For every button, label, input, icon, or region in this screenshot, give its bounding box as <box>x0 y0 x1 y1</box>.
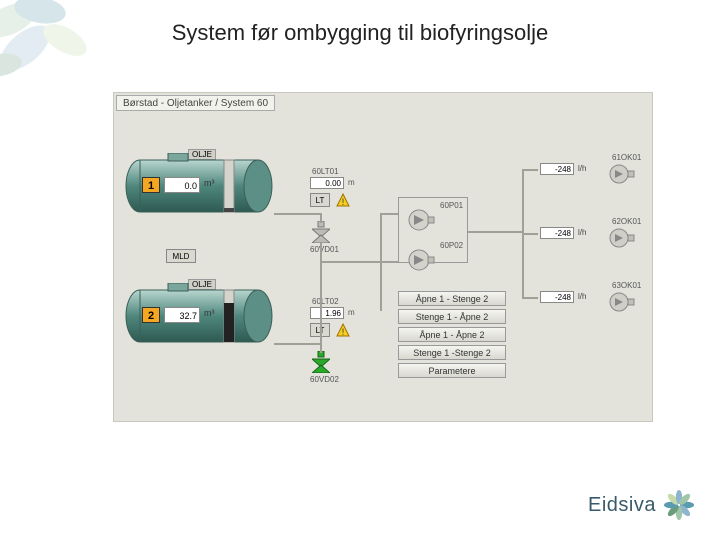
panel-header: Børstad - Oljetanker / System 60 <box>116 95 275 111</box>
ctrl-btn-1[interactable]: Åpne 1 - Stenge 2 <box>398 291 506 306</box>
flow-val-3: -248 <box>540 291 574 303</box>
pipe <box>380 213 398 215</box>
tank-1: OLJE 1 0.0 m³ <box>124 153 274 219</box>
ctrl-btn-3[interactable]: Åpne 1 - Åpne 2 <box>398 327 506 342</box>
svg-text:!: ! <box>342 197 345 207</box>
tank2-lt-val: 1.96 <box>310 307 344 319</box>
pipe <box>380 261 398 263</box>
pipe <box>320 243 322 261</box>
footer-logo: Eidsiva <box>588 488 696 522</box>
scada-panel: Børstad - Oljetanker / System 60 OLJE 1 … <box>113 92 653 422</box>
eidsiva-flower-icon <box>662 488 696 522</box>
tank2-value: 32.7 <box>164 307 200 323</box>
pipe <box>320 261 322 343</box>
valve-1[interactable] <box>312 221 330 243</box>
warning-icon-2: ! <box>336 323 350 337</box>
output-pump-2 <box>608 227 638 249</box>
meld-box[interactable]: MLD <box>166 249 196 263</box>
pipe <box>274 213 320 215</box>
flow-val-2: -248 <box>540 227 574 239</box>
tank1-unit: m³ <box>204 178 215 188</box>
valve1-id: 60VD01 <box>310 245 339 254</box>
pipe <box>522 297 538 299</box>
tank1-number: 1 <box>142 177 160 193</box>
pipe <box>320 343 322 353</box>
pipe <box>468 231 522 233</box>
footer-text: Eidsiva <box>588 494 656 517</box>
pump-1[interactable] <box>408 209 436 231</box>
flow-id-2: 62OK01 <box>612 217 641 226</box>
pump2-label: 60P02 <box>440 241 463 250</box>
flow-id-1: 61OK01 <box>612 153 641 162</box>
tank1-lt-val: 0.00 <box>310 177 344 189</box>
warning-icon-1: ! <box>336 193 350 207</box>
ctrl-btn-2[interactable]: Stenge 1 - Åpne 2 <box>398 309 506 324</box>
pipe <box>274 343 320 345</box>
tank1-lt-box: LT <box>310 193 330 207</box>
pump1-label: 60P01 <box>440 201 463 210</box>
flow-val-1: -248 <box>540 163 574 175</box>
flow-unit-2: l/h <box>578 228 586 237</box>
tank2-unit: m³ <box>204 308 215 318</box>
pump-2[interactable] <box>408 249 436 271</box>
page-title: System før ombygging til biofyringsolje <box>0 20 720 46</box>
output-pump-1 <box>608 163 638 185</box>
tank2-lt-id: 60LT02 <box>312 297 339 306</box>
pipe <box>320 261 380 263</box>
flow-id-3: 63OK01 <box>612 281 641 290</box>
pipe <box>522 233 538 235</box>
tank-2: OLJE 2 32.7 m³ <box>124 283 274 349</box>
valve2-id: 60VD02 <box>310 375 339 384</box>
pipe <box>522 169 538 171</box>
pipe <box>320 213 322 223</box>
svg-text:!: ! <box>342 327 345 337</box>
tank2-number: 2 <box>142 307 160 323</box>
ctrl-btn-5[interactable]: Parametere <box>398 363 506 378</box>
output-pump-3 <box>608 291 638 313</box>
tank2-lt-unit: m <box>348 308 355 317</box>
tank1-lt-unit: m <box>348 178 355 187</box>
ctrl-btn-4[interactable]: Stenge 1 -Stenge 2 <box>398 345 506 360</box>
flow-unit-3: l/h <box>578 292 586 301</box>
valve-2[interactable] <box>312 351 330 373</box>
flow-unit-1: l/h <box>578 164 586 173</box>
bg-petals <box>0 0 130 100</box>
tank1-lt-id: 60LT01 <box>312 167 339 176</box>
tank1-value: 0.0 <box>164 177 200 193</box>
